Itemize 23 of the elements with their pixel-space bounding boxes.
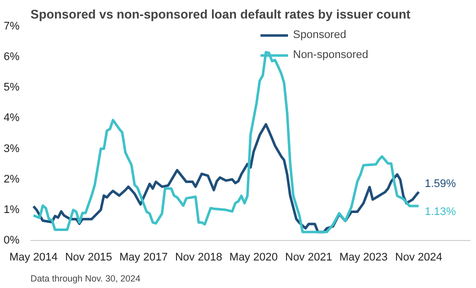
y-tick-label: 4% [4, 112, 20, 124]
annotation: 1.13% [424, 206, 456, 218]
x-tick-label: Nov 2018 [175, 252, 222, 264]
text: Data through Nov. 30, 2024 [30, 274, 140, 284]
legend-label: Non-sponsored [293, 49, 368, 61]
x-tick-label: May 2017 [119, 252, 168, 264]
y-tick-label: 3% [4, 142, 20, 155]
x-tick-label: Nov 2015 [65, 252, 112, 264]
annotation: 1.59% [424, 178, 456, 190]
y-tick-label: 7% [4, 20, 20, 32]
line-series [32, 50, 420, 234]
x-tick-label: Nov 2021 [285, 252, 332, 264]
x-tick-label: May 2020 [229, 252, 278, 264]
y-tick-label: 1% [4, 204, 20, 216]
x-tick-label: May 2023 [339, 252, 388, 264]
y-tick-label: 6% [4, 51, 20, 64]
legend-label: Sponsored [293, 29, 346, 41]
y-tick-label: 5% [4, 82, 20, 94]
x-tick-label: May 2014 [9, 252, 58, 264]
chart-title: Sponsored vs non-sponsored loan default rates by issuer count [30, 8, 412, 22]
x-tick-label: Nov 2024 [395, 252, 442, 264]
y-tick-label: 2% [4, 173, 20, 186]
y-tick-label: 0% [4, 234, 20, 246]
